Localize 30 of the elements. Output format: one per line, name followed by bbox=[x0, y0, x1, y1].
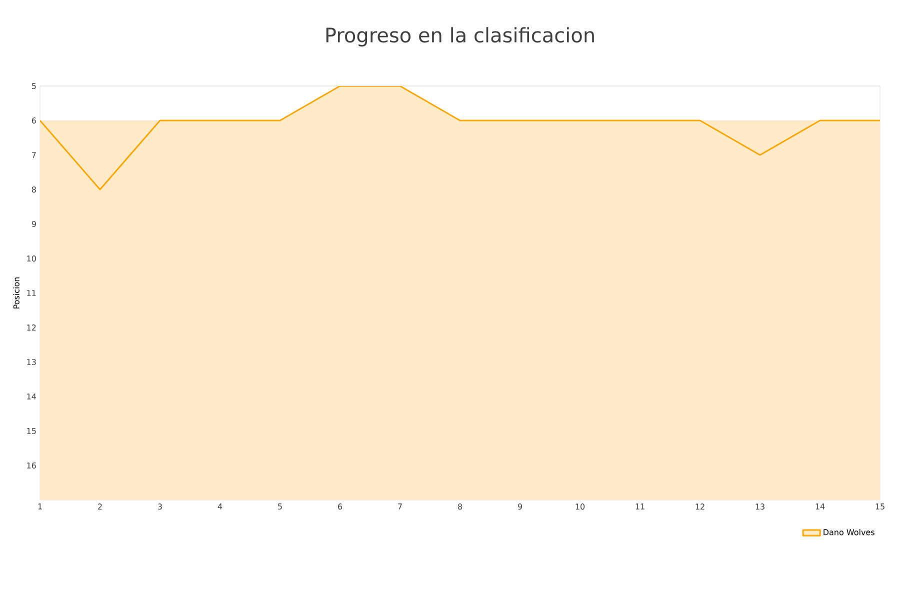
chart-title: Progreso en la clasificacion bbox=[326, 27, 594, 46]
x-tick-label: 2 bbox=[98, 504, 102, 510]
x-tick-label: 5 bbox=[278, 504, 282, 510]
x-tick-label: 10 bbox=[576, 504, 585, 510]
y-tick-label: 15 bbox=[27, 428, 36, 434]
y-tick-label: 10 bbox=[27, 255, 36, 262]
y-tick-label: 5 bbox=[32, 83, 36, 89]
y-tick-label: 12 bbox=[27, 324, 36, 330]
legend-label: Dano Wolves bbox=[824, 529, 874, 536]
y-tick-label: 8 bbox=[32, 186, 36, 193]
x-tick-label: 13 bbox=[756, 504, 764, 510]
y-tick-label: 14 bbox=[27, 394, 36, 400]
y-axis-title: Posicion bbox=[13, 277, 20, 308]
y-tick-label: 11 bbox=[27, 290, 36, 296]
x-tick-label: 15 bbox=[876, 504, 884, 510]
x-tick-label: 4 bbox=[218, 504, 222, 510]
y-tick-label: 6 bbox=[32, 117, 36, 124]
y-tick-label: 9 bbox=[32, 220, 36, 228]
x-tick-label: 9 bbox=[518, 504, 522, 510]
x-tick-label: 3 bbox=[158, 504, 162, 510]
y-tick-label: 16 bbox=[27, 462, 36, 469]
x-tick-label: 6 bbox=[338, 504, 342, 510]
y-tick-label: 7 bbox=[32, 152, 36, 158]
x-tick-label: 11 bbox=[636, 504, 644, 510]
y-tick-label: 13 bbox=[27, 358, 36, 366]
x-tick-label: 12 bbox=[696, 504, 704, 510]
x-tick-label: 8 bbox=[458, 504, 462, 510]
x-tick-label: 14 bbox=[816, 504, 825, 510]
x-tick-label: 1 bbox=[38, 504, 42, 510]
x-tick-label: 7 bbox=[398, 504, 402, 510]
